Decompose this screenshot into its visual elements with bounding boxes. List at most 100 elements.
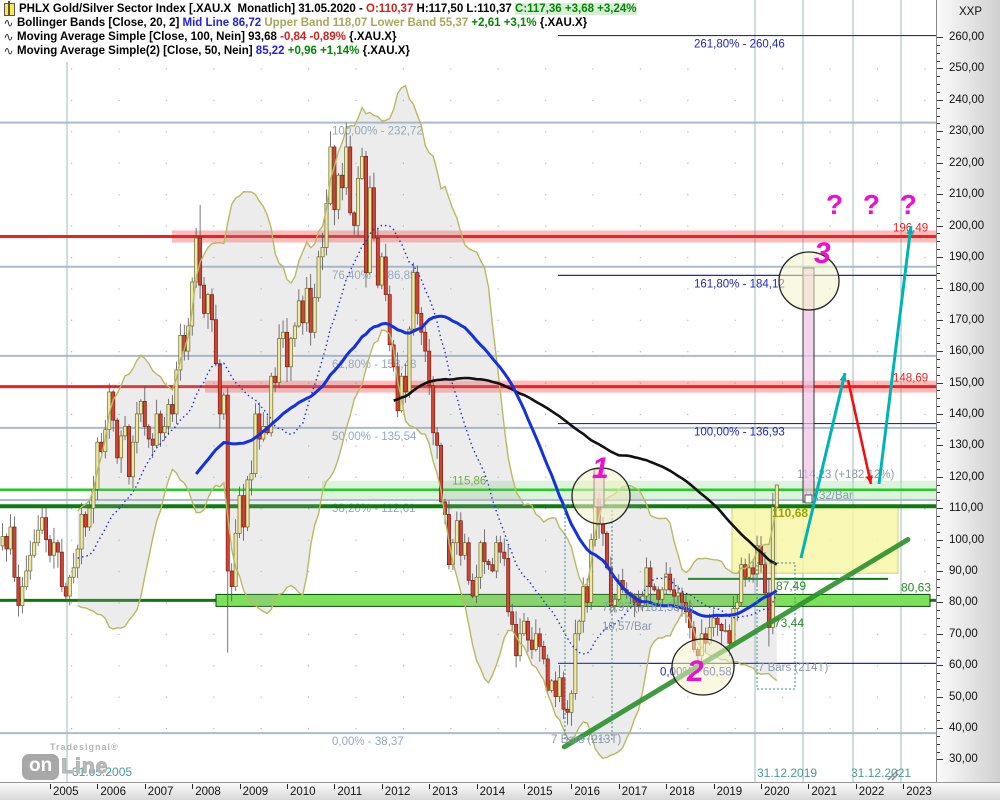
y-axis-label: 50,00	[949, 690, 978, 703]
y-axis-tick	[937, 728, 943, 729]
fib-extension-label: 161,80% - 184,12	[694, 278, 785, 290]
y-axis-tick	[937, 52, 940, 54]
legend-row-2[interactable]: ∿ Bollinger Bands [Close, 20, 2] Mid Line…	[2, 16, 637, 30]
date-marker-2021: 31.12.2021	[851, 766, 911, 780]
y-axis-tick	[937, 131, 943, 133]
wave-circle-3	[778, 251, 840, 311]
tradesignal-online-logo: Tradesignal® on Line	[22, 742, 119, 782]
x-axis[interactable]: 2005 2006 2007 2008 2009 2010 2011 2012 2013 2014…	[0, 782, 1000, 800]
fib-extension-label: 261,80% - 260,46	[694, 39, 785, 51]
y-axis-tick	[937, 476, 943, 478]
y-axis-tick	[937, 139, 940, 141]
y-axis-tick	[937, 484, 940, 486]
legend-row-3[interactable]: ∿ Moving Average Simple [Close, 100, Nein…	[2, 30, 637, 44]
y-axis-tick	[937, 170, 940, 172]
x-axis-label: 2017	[621, 786, 648, 798]
candle-series-icon	[4, 0, 15, 16]
bollinger-lower-line	[77, 328, 778, 759]
y-axis-tick	[937, 712, 940, 714]
y-axis-tick	[937, 92, 940, 93]
y-axis-tick	[937, 366, 940, 368]
legend-segment: Moving Average Simple(2) [Close, 50, Nei…	[17, 45, 256, 57]
cyan-arrow-up-1	[799, 372, 847, 559]
y-axis-tick	[937, 233, 940, 235]
legend-segment: +2,61 +3,1%	[471, 17, 540, 29]
y-axis-label: 30,00	[949, 753, 978, 766]
y-axis-tick	[937, 437, 940, 439]
y-axis-tick	[937, 610, 940, 612]
y-axis-tick	[937, 256, 943, 258]
y-axis-tick	[937, 162, 943, 164]
y-axis-tick	[937, 563, 940, 565]
y-axis-tick	[937, 44, 940, 46]
legend-row-1[interactable]: PHLX Gold/Silver Sector Index [.XAU.X Mo…	[2, 0, 637, 16]
x-axis-tick	[524, 784, 525, 789]
y-axis-tick	[937, 335, 940, 337]
x-axis-tick	[713, 784, 715, 789]
y-axis-label: 160,00	[949, 345, 985, 358]
x-axis-label: 2022	[858, 786, 885, 798]
y-axis-label: 130,00	[949, 439, 985, 452]
legend-segment: 85,22	[255, 45, 288, 57]
y-axis-tick	[937, 359, 940, 360]
y-axis-tick	[937, 421, 940, 423]
x-axis-label: 2006	[100, 786, 126, 798]
legend-row-4[interactable]: ∿ Moving Average Simple(2) [Close, 50, Ne…	[2, 44, 637, 58]
y-axis-tick	[937, 413, 943, 415]
y-axis-tick	[937, 296, 940, 298]
y-axis-tick	[937, 492, 940, 494]
legend-segment: Upper Band 118,07 Lower Band 55,37	[264, 17, 472, 29]
y-axis-label: 150,00	[949, 376, 985, 389]
projection-box-3-anchor	[804, 494, 813, 504]
y-axis-tick	[937, 107, 940, 109]
y-axis-tick	[937, 743, 940, 745]
cyan-arrow-up-2-head	[906, 226, 914, 235]
x-axis-tick	[381, 784, 383, 789]
x-axis-tick	[97, 784, 99, 789]
chart-legend[interactable]: PHLX Gold/Silver Sector Index [.XAU.X Mo…	[2, 0, 637, 58]
logo-on-text: on	[22, 754, 60, 780]
grid-dots	[71, 68, 926, 730]
y-axis-tick	[937, 720, 940, 722]
y-axis-label: 120,00	[949, 470, 985, 483]
y-axis[interactable]: XXP 30,00 40,00 50,00 60,00 70,00 80,00 90,00 1…	[936, 0, 1000, 782]
cyan-arrow-up-2	[877, 225, 913, 485]
x-axis-label: 2010	[290, 786, 316, 798]
y-axis-tick	[937, 201, 940, 203]
wave-label-3: 3	[814, 237, 831, 270]
y-axis-tick	[937, 60, 940, 62]
y-axis-tick	[937, 735, 940, 737]
measure-1-bars-label: 7 Bars (213T)	[551, 734, 621, 746]
red-arrow-down	[846, 379, 873, 485]
y-axis-tick	[937, 241, 940, 243]
y-axis-tick	[937, 84, 940, 86]
x-axis-tick	[761, 784, 762, 789]
legend-segment: {.XAU.X}	[349, 31, 397, 43]
y-axis-tick	[937, 751, 940, 753]
x-axis-label: 2009	[242, 786, 269, 798]
y-axis-tick	[937, 264, 940, 266]
x-axis-label: 2019	[716, 786, 743, 798]
measure-box-2	[756, 562, 796, 690]
x-axis-label: 2015	[527, 786, 553, 798]
legend-segment: +0,96 +1,14%	[287, 45, 363, 57]
ma100-line	[393, 376, 778, 566]
wave-icon: ∿	[3, 16, 14, 30]
y-axis-tick	[937, 390, 940, 392]
y-axis-tick	[937, 602, 943, 604]
cyan-arrow-up-1-head	[839, 373, 847, 382]
legend-segment: H:117,50 L:110,37	[416, 3, 516, 15]
legend-segment: {.XAU.X}	[362, 45, 410, 57]
question-marks: ? ? ?	[826, 189, 923, 220]
candlestick-series	[0, 122, 779, 726]
y-axis-label: 240,00	[949, 93, 985, 106]
wave-circle-1	[571, 467, 631, 525]
resize-handle-icon[interactable]	[887, 769, 899, 781]
y-axis-tick	[937, 759, 943, 761]
legend-segment: -0,84 -0,89%	[280, 31, 350, 43]
legend-segment: Mid Line 86,72	[182, 17, 265, 29]
y-axis-tick	[937, 406, 940, 408]
logo-tradesignal-text: Tradesignal®	[50, 742, 119, 752]
y-axis-label: 210,00	[949, 188, 985, 201]
